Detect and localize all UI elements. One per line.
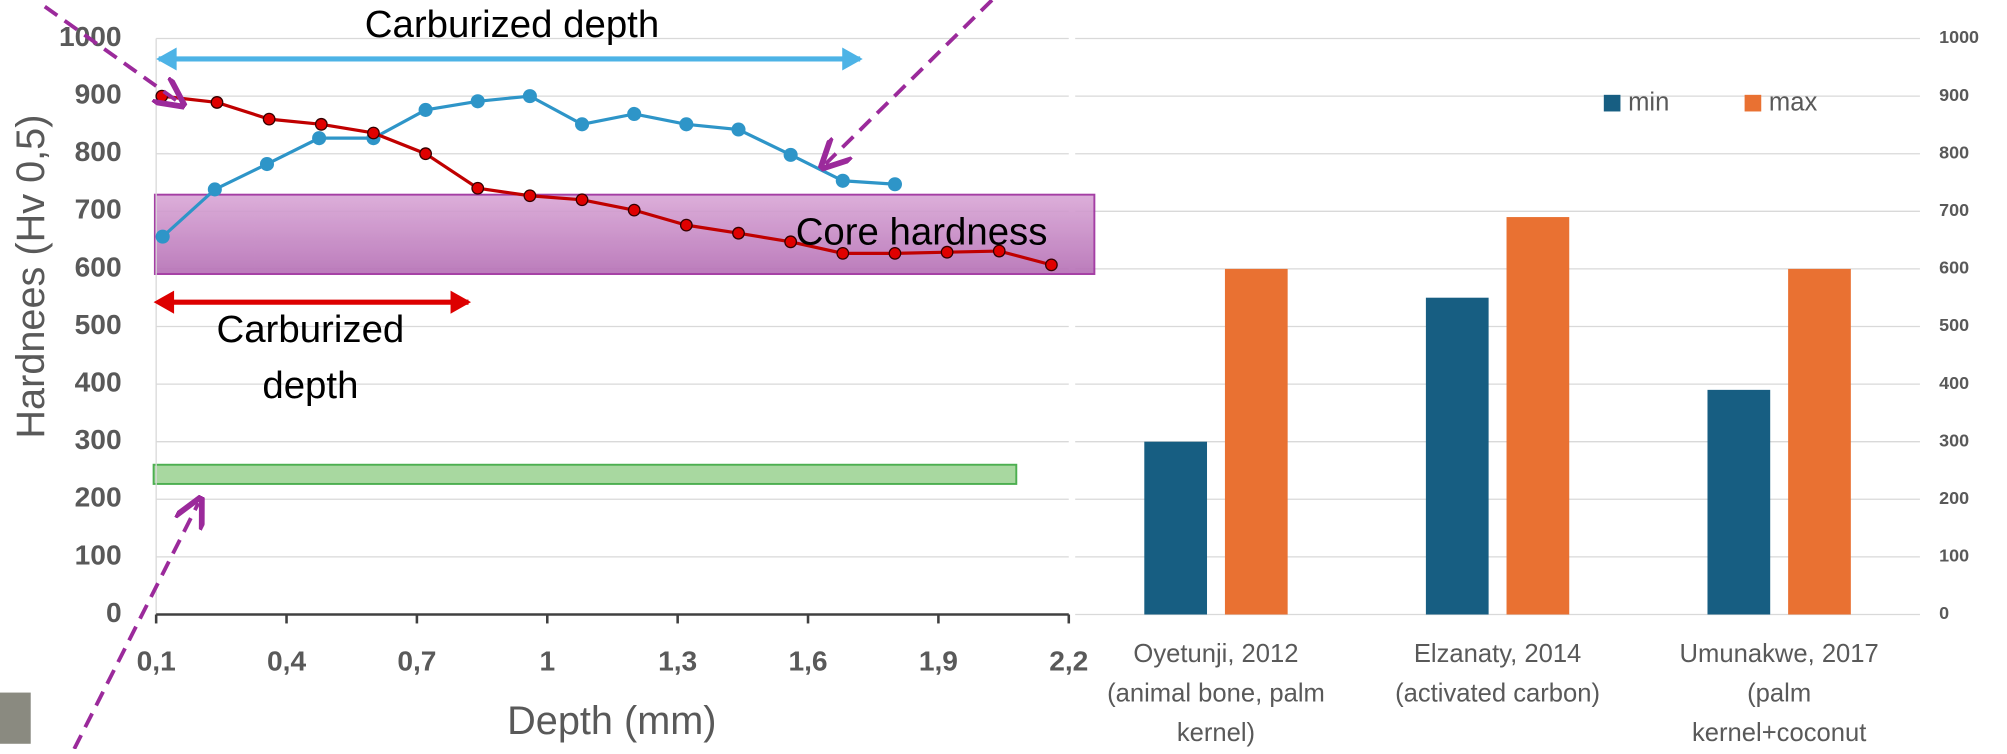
annotation: Core hardness	[796, 210, 1048, 253]
annotation: Carburized depth	[365, 3, 659, 46]
x-tick-label: Elzanaty, 2014 (activated carbon)	[1395, 640, 1601, 708]
annotation: Carburized depth	[216, 308, 405, 408]
y-tick-label: 600	[75, 251, 122, 282]
y-tick-label: 400	[75, 367, 122, 398]
legend-label: min	[1628, 89, 1669, 117]
point	[575, 117, 590, 132]
point	[1044, 258, 1058, 272]
point	[210, 96, 224, 109]
point	[679, 218, 693, 232]
y-tick-label: 300	[1939, 430, 1969, 450]
point	[207, 182, 222, 197]
bar	[1144, 441, 1208, 615]
y-tick-label: 900	[75, 79, 122, 110]
point	[575, 193, 589, 207]
y-tick-label: 100	[75, 539, 122, 570]
point	[523, 189, 537, 203]
point	[887, 177, 902, 192]
point	[627, 106, 642, 122]
y-tick-label: 700	[75, 194, 122, 225]
y-tick-label: 800	[75, 136, 122, 167]
point	[470, 94, 485, 109]
y-tick-label: 200	[1939, 488, 1969, 508]
x-tick-label: 1,3	[658, 646, 697, 677]
thumbnail	[0, 692, 31, 744]
x-tick-label: 0,1	[137, 646, 176, 677]
y-tick-label: 400	[1939, 373, 1969, 393]
point	[679, 117, 694, 132]
point	[992, 244, 1006, 258]
x-tick-label: 0,4	[267, 646, 306, 677]
legend-swatch	[1603, 94, 1621, 112]
x-tick-label: 0,7	[397, 646, 436, 677]
pointer-arrow	[72, 503, 198, 750]
x-label-box: Elzanaty, 2014 (activated carbon)	[1395, 640, 1601, 708]
series-line	[161, 94, 1052, 267]
point	[312, 131, 327, 146]
bar	[1788, 268, 1851, 615]
x-tick-label: 1	[539, 646, 555, 677]
point	[259, 157, 275, 172]
y-axis-label: Hardnees (Hv 0,5)	[9, 115, 53, 439]
bar	[1224, 268, 1288, 615]
point	[888, 246, 902, 260]
x-tick-label: 1,9	[919, 646, 958, 677]
point	[262, 112, 276, 126]
green-band	[152, 463, 1018, 485]
point	[314, 117, 328, 131]
y-tick-label: 800	[1939, 142, 1969, 162]
bar	[1506, 217, 1570, 615]
y-tick-label: 500	[1939, 315, 1969, 335]
point	[522, 89, 537, 104]
y-tick-label: 700	[1939, 200, 1969, 220]
point	[836, 246, 850, 260]
point	[783, 147, 798, 162]
point	[940, 245, 954, 259]
y-tick-label: 200	[75, 482, 122, 513]
x-label-box: Oyetunji, 2012 (animal bone, palm kernel…	[1107, 640, 1325, 748]
legend-label: max	[1769, 89, 1818, 117]
point	[835, 173, 850, 188]
point	[471, 181, 485, 195]
point	[732, 226, 745, 240]
x-label-box: Umunakwe, 2017 (palm kernel+coconut	[1679, 640, 1879, 748]
bar	[1425, 297, 1489, 615]
y-tick-label: 100	[1939, 546, 1969, 566]
x-tick-label: 1,6	[788, 646, 827, 677]
pointer-arrow	[826, 0, 994, 164]
x-axis-label: Depth (mm)	[507, 699, 716, 743]
point	[367, 126, 380, 140]
y-tick-label: 1000	[1939, 27, 1979, 47]
point	[731, 122, 746, 137]
pointer-arrow	[43, 4, 179, 103]
y-tick-label: 0	[1939, 603, 1949, 623]
annotation-box: Carburized depth	[216, 308, 405, 408]
point	[627, 203, 641, 217]
point	[155, 229, 170, 244]
point	[418, 102, 433, 117]
x-tick-label: 2,2	[1049, 646, 1088, 677]
bar	[1707, 389, 1771, 615]
y-tick-label: 300	[75, 424, 122, 455]
point	[419, 147, 432, 161]
legend-swatch	[1744, 94, 1762, 112]
y-tick-label: 900	[1939, 85, 1969, 105]
x-tick-label: Oyetunji, 2012 (animal bone, palm kernel…	[1107, 640, 1325, 748]
y-tick-label: 0	[106, 597, 122, 628]
x-tick-label: Umunakwe, 2017 (palm kernel+coconut	[1679, 640, 1879, 748]
y-tick-label: 600	[1939, 258, 1969, 278]
point	[784, 235, 798, 249]
y-tick-label: 500	[75, 309, 122, 340]
